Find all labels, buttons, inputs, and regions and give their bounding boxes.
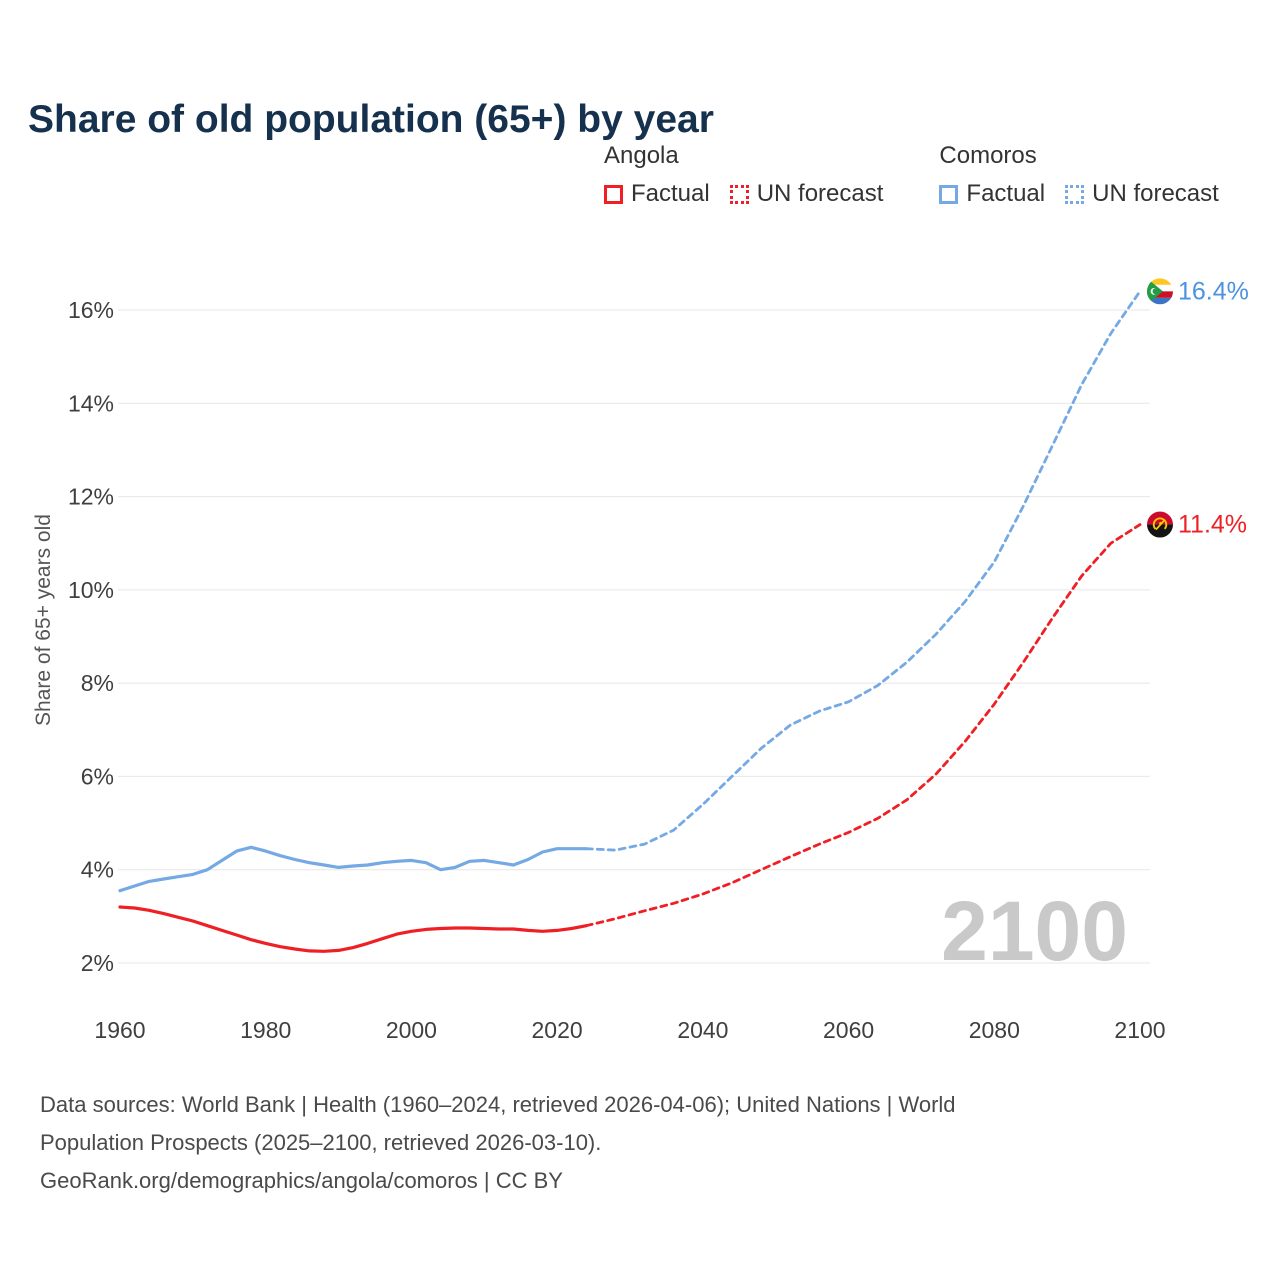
svg-text:2040: 2040 [677, 1017, 728, 1043]
svg-text:2060: 2060 [823, 1017, 874, 1043]
legend-item-angola-forecast[interactable]: UN forecast [729, 180, 884, 208]
footer-line-sources-2: Population Prospects (2025–2100, retriev… [40, 1129, 602, 1155]
end-value-label: 11.4% [1178, 511, 1247, 539]
svg-text:4%: 4% [81, 857, 114, 883]
svg-text:16%: 16% [68, 297, 114, 323]
legend-group-angola: Angola Factual UN forecast [604, 142, 883, 208]
dotted-swatch-icon [729, 184, 749, 204]
legend-item-comoros-factual[interactable]: Factual [939, 180, 1045, 208]
svg-text:8%: 8% [81, 670, 114, 696]
series-comoros-un-forecast [584, 289, 1142, 852]
svg-text:6%: 6% [81, 763, 114, 789]
svg-text:14%: 14% [68, 390, 114, 416]
solid-swatch-icon [939, 184, 959, 204]
legend-group-comoros-label: Comoros [939, 142, 1037, 169]
comoros-flag-icon [1147, 278, 1173, 305]
legend-item-label: UN forecast [756, 180, 884, 207]
svg-text:10%: 10% [68, 577, 114, 603]
series-comoros-factual [118, 845, 588, 893]
page-title: Share of old population (65+) by year [28, 98, 714, 142]
legend-item-label: UN forecast [1092, 180, 1219, 207]
gridlines [118, 309, 1150, 964]
legend: Angola Factual UN forecast Comoros Factu… [604, 142, 1219, 208]
series-angola-factual [118, 905, 588, 953]
svg-text:2020: 2020 [532, 1017, 583, 1043]
footer-line-sources: Data sources: World Bank | Health (1960–… [40, 1092, 956, 1117]
footer-line-attribution: GeoRank.org/demographics/angola/comoros … [40, 1167, 563, 1193]
svg-text:2100: 2100 [1114, 1017, 1165, 1043]
y-tick-labels: 2% 4% 6% 8% 10% 12% 14% 16% [68, 297, 114, 976]
svg-text:12%: 12% [68, 484, 114, 510]
legend-group-comoros: Comoros Factual UN forecast [939, 142, 1219, 208]
end-value-label: 16.4% [1178, 277, 1249, 305]
solid-swatch-icon [604, 184, 623, 204]
legend-item-comoros-forecast[interactable]: UN forecast [1065, 180, 1219, 208]
legend-items-angola: Factual UN forecast [604, 180, 883, 208]
x-tick-labels: 1960 1980 2000 2020 2040 2060 2080 2100 [94, 1017, 1165, 1043]
svg-text:1980: 1980 [240, 1017, 291, 1043]
svg-text:1960: 1960 [94, 1017, 145, 1043]
legend-item-label: Factual [966, 180, 1046, 207]
footer: Data sources: World Bank | Health (1960–… [40, 1086, 956, 1199]
series-angola-un-forecast [584, 523, 1142, 928]
legend-item-angola-factual[interactable]: Factual [604, 180, 710, 208]
legend-group-angola-label: Angola [604, 142, 679, 169]
legend-items-comoros: Factual UN forecast [939, 180, 1219, 208]
angola-flag-icon [1147, 511, 1173, 538]
svg-text:2%: 2% [81, 950, 114, 976]
watermark-year: 2100 [941, 884, 1128, 978]
dotted-swatch-icon [1065, 184, 1085, 204]
legend-item-label: Factual [631, 180, 710, 207]
svg-text:2000: 2000 [386, 1017, 437, 1043]
svg-text:2080: 2080 [969, 1017, 1020, 1043]
